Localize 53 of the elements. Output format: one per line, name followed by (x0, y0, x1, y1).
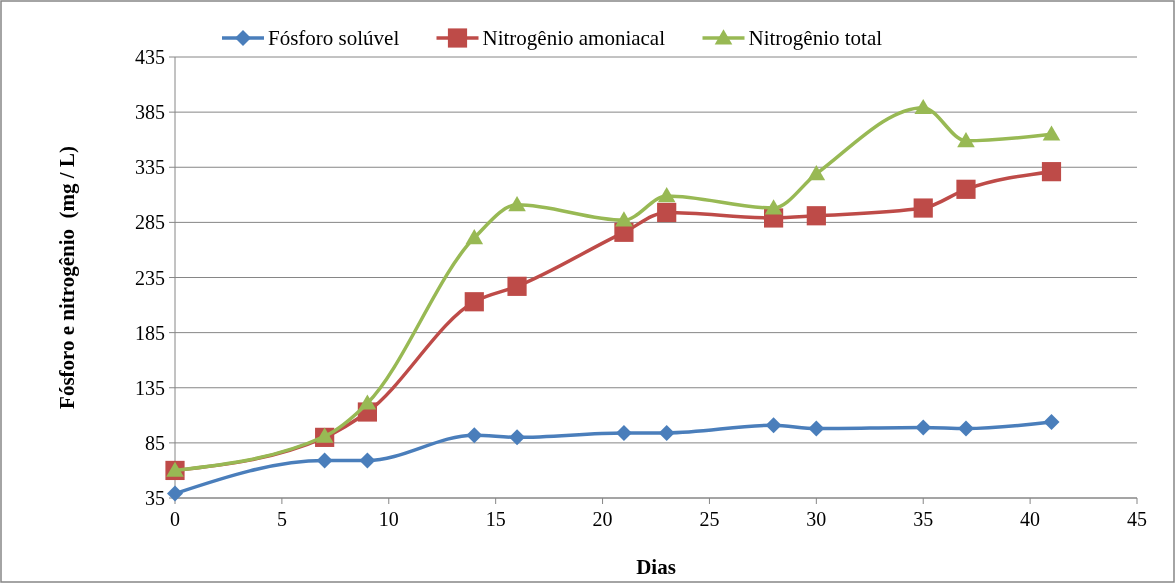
point (764, 199, 783, 215)
point (657, 202, 677, 223)
point (956, 179, 976, 199)
point (914, 98, 933, 115)
y-tick-label: 335 (135, 156, 165, 179)
point (915, 419, 932, 436)
y-tick-label: 85 (145, 431, 165, 454)
point (658, 424, 675, 441)
legend-label: Nitrogênio total (748, 26, 883, 50)
point (316, 452, 333, 469)
x-tick-label: 30 (806, 508, 827, 530)
y-tick-label: 285 (135, 211, 165, 234)
legend-label: Fósforo solúvel (268, 26, 400, 50)
legend-label: Nitrogênio amoniacal (482, 26, 666, 50)
point (957, 131, 975, 148)
x-axis-title: Dias (636, 555, 676, 579)
x-tick-label: 45 (1127, 508, 1147, 530)
x-tick-label: 40 (1020, 508, 1041, 530)
point (464, 292, 484, 312)
y-tick-label: 435 (135, 46, 165, 68)
point (807, 165, 826, 181)
point (507, 276, 527, 296)
y-tick-label: 185 (135, 321, 165, 344)
point (359, 452, 376, 469)
point (808, 420, 825, 437)
x-tick-label: 35 (913, 508, 934, 530)
point (657, 187, 676, 203)
point (957, 420, 974, 437)
point (508, 195, 526, 212)
y-tick-label: 35 (145, 487, 165, 509)
x-tick-label: 25 (699, 508, 720, 530)
point (1043, 413, 1060, 430)
x-tick-label: 20 (592, 508, 613, 530)
x-tick-label: 0 (170, 508, 180, 530)
point (806, 206, 826, 226)
y-tick-label: 235 (135, 266, 165, 289)
point (765, 417, 782, 434)
point (358, 394, 377, 410)
y-tick-label: 385 (135, 101, 165, 124)
point (1042, 125, 1061, 141)
point (466, 427, 483, 444)
y-tick-label: 135 (135, 376, 165, 399)
x-tick-label: 15 (485, 508, 506, 530)
y-axis-title: Fósforo e nitrogênio (mg / L) (55, 146, 79, 409)
x-tick-label: 5 (276, 508, 287, 530)
point (1041, 162, 1062, 182)
point (509, 429, 526, 446)
point (167, 485, 183, 502)
point (615, 211, 633, 227)
point (913, 198, 933, 218)
point (465, 229, 484, 245)
x-tick-label: 10 (378, 508, 399, 530)
point (615, 424, 632, 441)
